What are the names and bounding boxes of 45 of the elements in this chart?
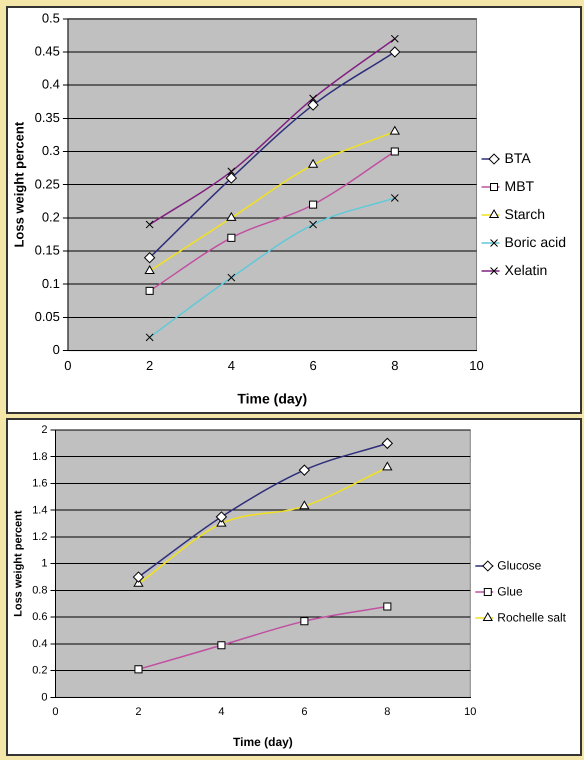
legend-label: BTA: [504, 150, 532, 166]
y-tick-label: 0.8: [32, 584, 48, 596]
legend-label: MBT: [504, 178, 535, 194]
y-tick-label: 0.05: [34, 309, 60, 324]
y-tick-label: 1: [41, 558, 48, 570]
y-tick-label: 0.6: [32, 611, 48, 624]
y-tick-label: 0.4: [42, 76, 60, 92]
x-tick-label: 2: [146, 358, 154, 373]
x-tick-label: 8: [391, 358, 398, 373]
x-tick-label: 4: [218, 706, 224, 718]
legend-label: Xelatin: [504, 262, 548, 278]
y-tick-label: 0.2: [32, 664, 48, 677]
y-tick-label: 1.8: [32, 450, 48, 463]
y-axis-title: Loss weight percent: [12, 510, 25, 617]
x-tick-label: 10: [469, 358, 484, 373]
y-tick-label: 0.3: [42, 143, 60, 158]
y-tick-label: 0.45: [34, 44, 60, 59]
x-tick-label: 6: [309, 358, 317, 373]
y-tick-label: 2: [41, 424, 48, 436]
y-tick-label: 0: [41, 691, 48, 704]
y-tick-label: 1.4: [32, 504, 48, 516]
x-tick-label: 8: [384, 706, 390, 718]
x-tick-label: 0: [64, 358, 72, 373]
y-tick-label: 0.2: [42, 209, 60, 224]
y-tick-label: 0.1: [42, 276, 60, 291]
x-tick-label: 4: [228, 358, 235, 373]
x-axis-title: Time (day): [232, 735, 293, 750]
y-tick-label: 1.2: [32, 530, 48, 543]
y-tick-label: 0.5: [42, 10, 60, 26]
legend-label: Boric acid: [504, 234, 566, 250]
x-tick-label: 10: [464, 706, 476, 718]
y-tick-label: 0.4: [32, 638, 48, 650]
y-tick-label: 1.6: [32, 478, 48, 490]
y-tick-label: 0: [52, 342, 60, 358]
y-tick-label: 0.35: [34, 110, 60, 125]
legend-label: Glucose: [497, 558, 542, 572]
y-axis-title: Loss weight percent: [11, 121, 26, 248]
y-tick-label: 0.25: [34, 176, 60, 192]
legend-label: Rochelle salt: [497, 610, 567, 624]
legend-label: Starch: [504, 206, 545, 222]
y-tick-label: 0.15: [34, 242, 60, 258]
x-tick-label: 2: [135, 706, 142, 718]
legend-label: Glue: [497, 584, 523, 598]
x-axis-title: Time (day): [237, 390, 308, 406]
x-tick-label: 6: [301, 706, 308, 718]
